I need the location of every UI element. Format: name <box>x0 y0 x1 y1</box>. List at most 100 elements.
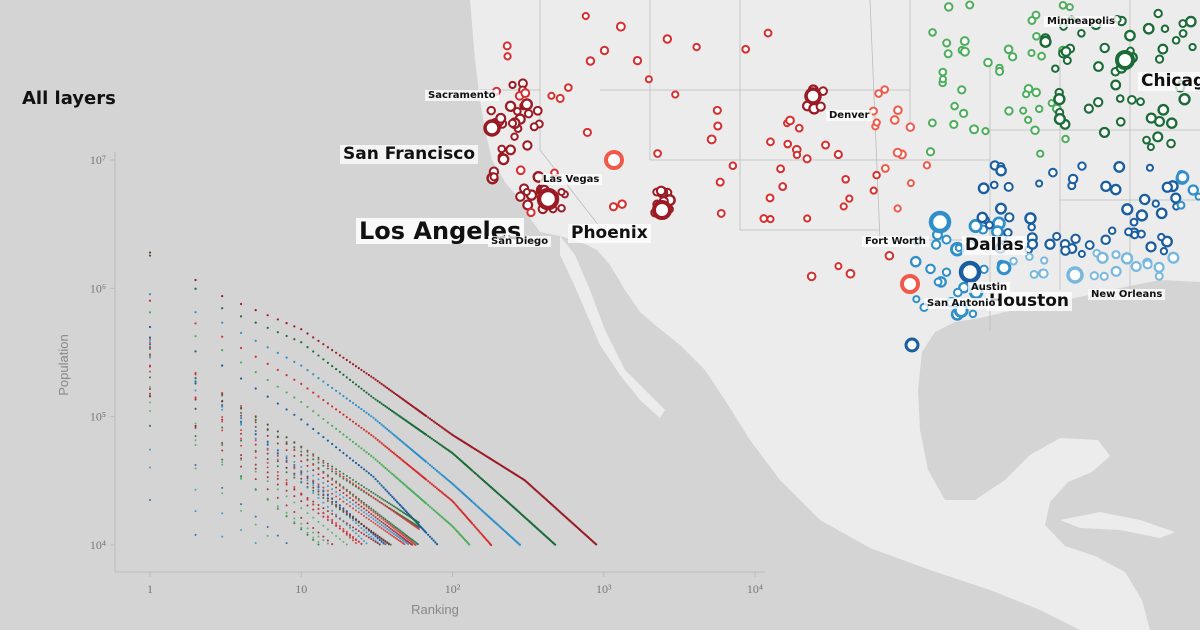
city-marker[interactable] <box>1032 31 1041 41</box>
city-marker[interactable] <box>943 49 953 59</box>
city-marker[interactable] <box>1120 252 1134 265</box>
city-marker[interactable] <box>1130 230 1139 240</box>
city-marker[interactable] <box>489 172 499 182</box>
city-marker[interactable] <box>508 80 517 90</box>
city-marker[interactable] <box>547 91 556 100</box>
city-marker[interactable] <box>1100 180 1112 193</box>
city-marker[interactable] <box>1176 200 1186 210</box>
city-marker[interactable] <box>1142 22 1155 35</box>
city-marker[interactable] <box>582 127 592 137</box>
city-marker[interactable] <box>1031 10 1041 20</box>
city-marker[interactable] <box>1077 249 1086 258</box>
city-marker[interactable] <box>662 34 673 44</box>
city-marker[interactable] <box>1142 259 1153 270</box>
city-marker[interactable] <box>515 165 526 176</box>
city-marker[interactable] <box>486 105 496 116</box>
city-marker[interactable] <box>821 140 831 150</box>
city-marker[interactable] <box>943 2 954 12</box>
sf-marker[interactable] <box>483 119 501 137</box>
no-marker[interactable] <box>1066 266 1084 284</box>
city-marker[interactable] <box>968 309 978 319</box>
city-marker[interactable] <box>925 263 936 275</box>
city-marker[interactable] <box>806 271 817 282</box>
city-marker[interactable] <box>1113 160 1126 173</box>
city-marker[interactable] <box>933 277 943 287</box>
city-marker[interactable] <box>653 149 662 158</box>
city-marker[interactable] <box>1037 51 1046 61</box>
city-marker[interactable] <box>872 170 881 180</box>
dallas-marker[interactable] <box>928 210 952 234</box>
city-marker[interactable] <box>1084 240 1095 250</box>
city-marker[interactable] <box>1089 271 1099 281</box>
city-marker[interactable] <box>1030 125 1040 136</box>
city-marker[interactable] <box>503 52 512 61</box>
city-marker[interactable] <box>1022 90 1031 99</box>
city-marker[interactable] <box>1100 234 1111 246</box>
city-marker[interactable] <box>1154 54 1165 64</box>
city-marker[interactable] <box>522 140 533 151</box>
city-marker[interactable] <box>510 132 519 141</box>
city-marker[interactable] <box>834 262 843 271</box>
city-marker[interactable] <box>1008 52 1018 62</box>
city-marker[interactable] <box>1031 87 1041 98</box>
city-markers[interactable] <box>483 0 1200 353</box>
city-marker[interactable] <box>1138 193 1151 206</box>
city-marker[interactable] <box>1035 104 1044 114</box>
city-marker[interactable] <box>1040 256 1049 265</box>
city-marker[interactable] <box>497 144 507 154</box>
city-marker[interactable] <box>1109 183 1122 196</box>
city-marker[interactable] <box>1003 44 1014 55</box>
city-marker[interactable] <box>715 177 725 187</box>
city-marker[interactable] <box>1170 192 1182 204</box>
city-marker[interactable] <box>1019 106 1028 115</box>
city-marker[interactable] <box>802 154 812 164</box>
city-marker[interactable] <box>1115 94 1125 103</box>
city-marker[interactable] <box>1166 117 1178 129</box>
city-marker[interactable] <box>1044 238 1056 250</box>
city-marker[interactable] <box>1061 134 1070 144</box>
city-marker[interactable] <box>1093 96 1104 108</box>
city-marker[interactable] <box>983 57 993 68</box>
city-marker[interactable] <box>995 66 1005 77</box>
city-marker[interactable] <box>716 208 726 218</box>
sa-marker[interactable] <box>900 274 920 294</box>
city-marker[interactable] <box>1004 106 1014 116</box>
city-marker[interactable] <box>1099 42 1110 54</box>
city-marker[interactable] <box>712 105 722 115</box>
city-marker[interactable] <box>706 134 717 145</box>
city-marker[interactable] <box>1121 203 1134 216</box>
city-marker[interactable] <box>996 260 1012 276</box>
city-marker[interactable] <box>599 45 610 56</box>
city-marker[interactable] <box>557 203 566 213</box>
city-marker[interactable] <box>502 41 512 51</box>
city-marker[interactable] <box>1004 212 1015 223</box>
city-marker[interactable] <box>495 112 507 124</box>
city-marker[interactable] <box>1136 97 1145 107</box>
city-marker[interactable] <box>1185 15 1197 28</box>
city-marker[interactable] <box>1029 269 1039 279</box>
city-marker[interactable] <box>1070 233 1081 244</box>
city-marker[interactable] <box>1036 149 1045 158</box>
city-marker[interactable] <box>792 150 802 160</box>
city-marker[interactable] <box>1052 231 1062 242</box>
city-marker[interactable] <box>508 118 518 128</box>
city-marker[interactable] <box>928 28 937 37</box>
city-marker[interactable] <box>1188 42 1197 52</box>
city-marker[interactable] <box>957 85 967 95</box>
city-marker[interactable] <box>655 185 667 197</box>
city-marker[interactable] <box>1145 163 1154 172</box>
city-marker[interactable] <box>1161 181 1173 193</box>
city-marker[interactable] <box>692 42 701 52</box>
city-marker[interactable] <box>1159 247 1169 256</box>
city-marker[interactable] <box>869 186 878 195</box>
city-marker[interactable] <box>1153 8 1163 19</box>
city-marker[interactable] <box>1142 135 1151 145</box>
city-marker[interactable] <box>1154 271 1164 281</box>
city-marker[interactable] <box>1077 161 1087 171</box>
city-marker[interactable] <box>728 161 738 170</box>
la-marker[interactable] <box>536 187 560 211</box>
city-marker[interactable] <box>1178 93 1191 106</box>
city-marker[interactable] <box>1096 251 1109 264</box>
city-marker[interactable] <box>520 98 534 111</box>
